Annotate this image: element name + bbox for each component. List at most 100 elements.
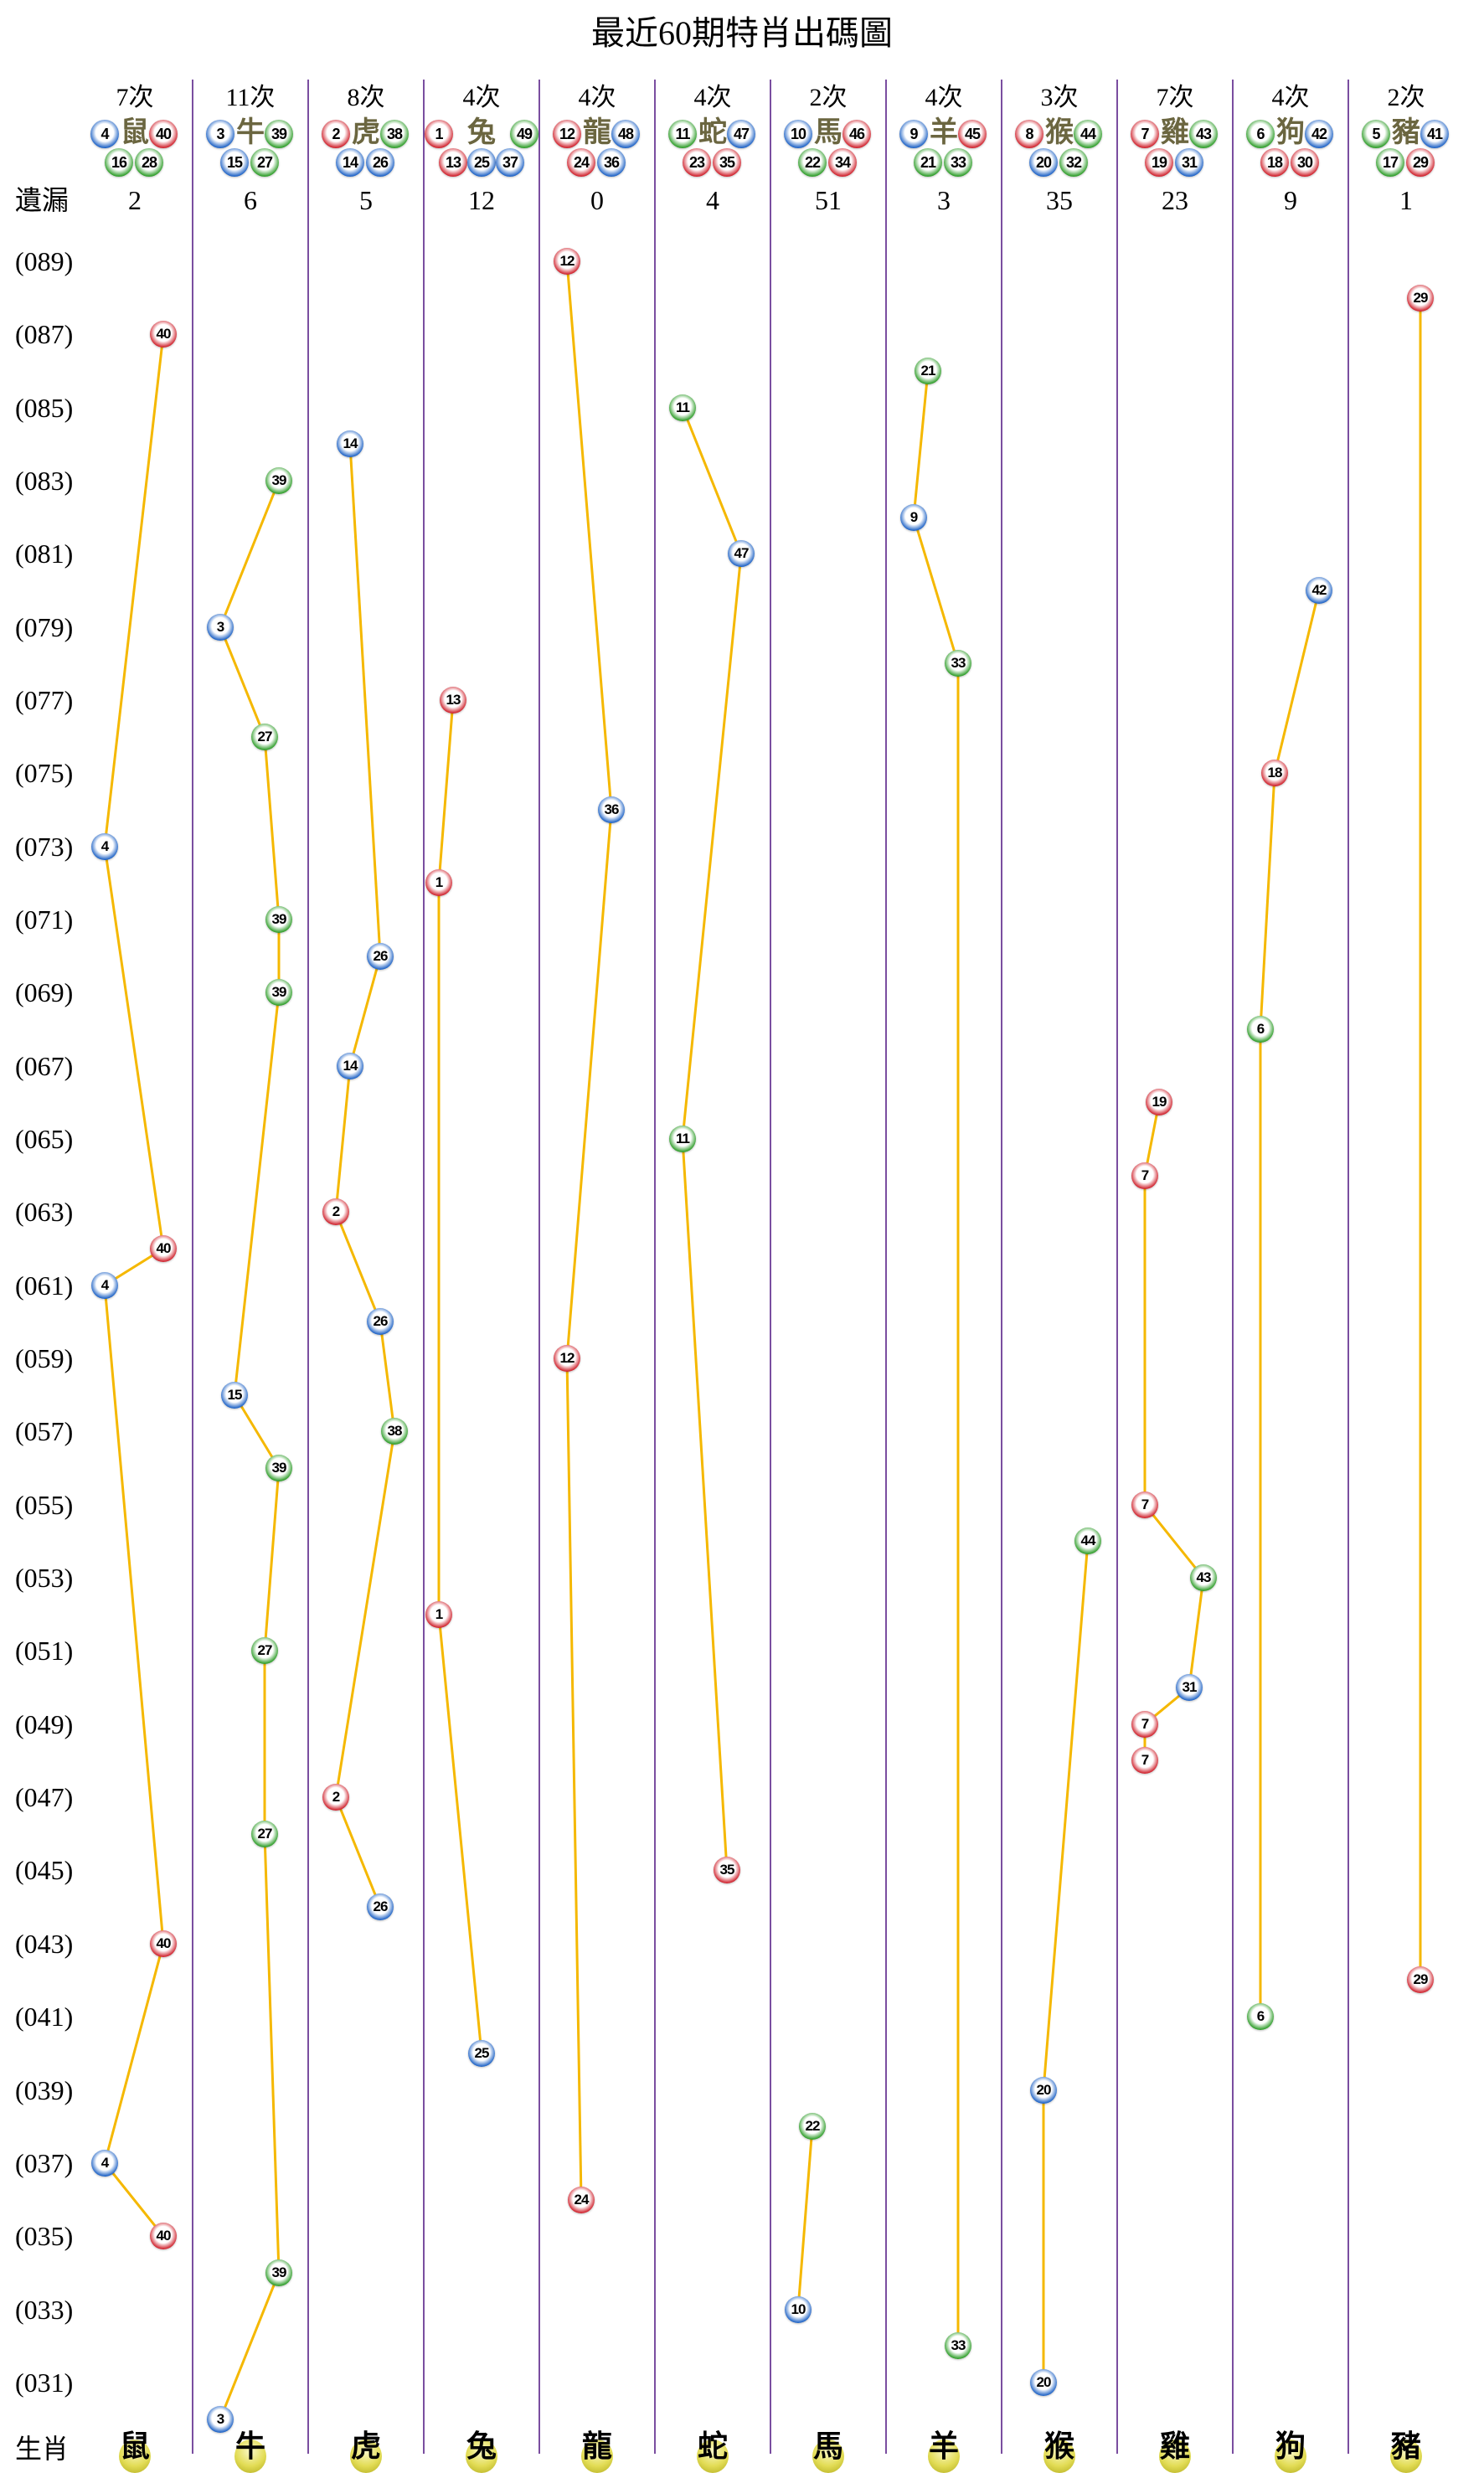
draw-number-ball: 2 <box>322 1198 349 1226</box>
omission-value: 3 <box>937 185 951 215</box>
draw-number-ball: 44 <box>1074 1528 1101 1555</box>
header-number-ball: 19 <box>1145 148 1173 177</box>
draw-number-ball: 31 <box>1176 1674 1203 1702</box>
draw-number-ball: 3 <box>207 2405 234 2433</box>
header-number-ball: 48 <box>611 120 640 148</box>
draw-number-ball: 39 <box>265 1455 292 1482</box>
footer-zodiac-label: 龍 <box>581 2429 612 2464</box>
draw-number-ball: 12 <box>554 1345 580 1373</box>
omission-value: 5 <box>359 185 373 215</box>
period-tick-label: (051) <box>15 1636 74 1667</box>
header-number-ball: 35 <box>713 148 741 177</box>
draw-number-ball: 27 <box>251 1637 278 1665</box>
draw-number-ball: 6 <box>1247 2003 1274 2031</box>
header-number-ball: 7 <box>1131 120 1159 148</box>
header-number-ball: 24 <box>567 148 595 177</box>
header-number-ball: 2 <box>322 120 350 148</box>
period-tick-label: (083) <box>15 466 74 497</box>
draw-number-ball: 43 <box>1190 1564 1217 1592</box>
hit-count-label: 4次 <box>462 84 501 111</box>
omission-value: 6 <box>244 185 257 215</box>
connector-line <box>219 626 266 738</box>
draw-number-ball: 25 <box>468 2039 495 2067</box>
header-zodiac-icon: 牛 <box>234 116 267 149</box>
header-number-ball: 39 <box>265 120 293 148</box>
draw-number-ball: 6 <box>1247 1016 1274 1043</box>
draw-number-ball: 27 <box>251 723 278 750</box>
header-number-ball: 42 <box>1305 120 1333 148</box>
header-zodiac-icon: 猴 <box>1043 116 1076 149</box>
connector-line <box>912 370 930 518</box>
omission-value: 51 <box>815 185 842 215</box>
draw-number-ball: 14 <box>337 430 363 458</box>
header-number-ball: 34 <box>828 148 857 177</box>
hit-count-label: 2次 <box>809 84 848 111</box>
header-number-ball: 1 <box>425 120 453 148</box>
footer-zodiac-label: 虎 <box>350 2429 381 2464</box>
column-separator <box>770 80 771 2454</box>
connector-line <box>565 1358 583 2200</box>
header-number-ball: 43 <box>1189 120 1218 148</box>
period-tick-label: (033) <box>15 2294 74 2325</box>
header-zodiac-icon: 兔 <box>465 116 498 149</box>
draw-number-ball: 39 <box>265 2259 292 2286</box>
hit-count-label: 4次 <box>578 84 616 111</box>
connector-line <box>348 956 382 1067</box>
draw-number-ball: 21 <box>915 358 941 384</box>
draw-number-ball: 40 <box>150 2223 177 2250</box>
hit-count-label: 7次 <box>116 84 154 111</box>
header-number-ball: 9 <box>899 120 928 148</box>
period-tick-label: (089) <box>15 246 74 276</box>
header-number-ball: 21 <box>914 148 942 177</box>
period-tick-label: (039) <box>15 2074 74 2105</box>
zodiac-badge-icon <box>928 2440 960 2473</box>
connector-line <box>103 1943 165 2164</box>
header-number-ball: 27 <box>250 148 279 177</box>
draw-number-ball: 3 <box>207 613 234 641</box>
connector-line <box>437 1614 483 2053</box>
header-number-ball: 22 <box>798 148 827 177</box>
draw-number-ball: 1 <box>425 869 452 897</box>
zodiac-label: 生肖 <box>15 2434 70 2464</box>
period-tick-label: (041) <box>15 2002 74 2032</box>
connector-line <box>233 992 281 1395</box>
column-separator <box>1116 80 1118 2454</box>
omission-value: 23 <box>1162 185 1188 215</box>
draw-number-ball: 9 <box>900 503 927 531</box>
footer-zodiac-label: 狗 <box>1275 2429 1306 2464</box>
period-tick-label: (069) <box>15 977 74 1008</box>
column-separator <box>1347 80 1349 2454</box>
draw-number-ball: 18 <box>1261 760 1288 787</box>
header-number-ball: 16 <box>105 148 133 177</box>
period-tick-label: (059) <box>15 1343 74 1374</box>
footer-zodiac-label: 猴 <box>1043 2429 1074 2464</box>
draw-number-ball: 47 <box>728 540 755 568</box>
draw-number-ball: 20 <box>1030 2368 1057 2396</box>
draw-number-ball: 19 <box>1146 1089 1172 1116</box>
header-number-ball: 26 <box>366 148 394 177</box>
connector-line <box>263 1833 281 2273</box>
connector-line <box>103 334 165 847</box>
header-number-ball: 11 <box>668 120 697 148</box>
draw-number-ball: 4 <box>91 832 118 860</box>
zodiac-badge-icon <box>466 2440 497 2473</box>
omission-value: 12 <box>468 185 495 215</box>
hit-count-label: 11次 <box>225 84 276 111</box>
header-number-ball: 32 <box>1059 148 1088 177</box>
draw-number-ball: 40 <box>150 1929 177 1957</box>
footer-zodiac-label: 鼠 <box>119 2429 150 2464</box>
connector-line <box>263 736 281 920</box>
hit-count-label: 7次 <box>1156 84 1194 111</box>
zodiac-badge-icon <box>1390 2440 1422 2473</box>
header-number-ball: 47 <box>727 120 755 148</box>
connector-line <box>681 407 743 554</box>
zodiac-badge-icon <box>1043 2440 1075 2473</box>
period-tick-label: (049) <box>15 1708 74 1739</box>
header-number-ball: 15 <box>220 148 249 177</box>
column-separator <box>192 80 193 2454</box>
header-number-ball: 28 <box>135 148 163 177</box>
connector-line <box>103 1285 165 1944</box>
draw-number-ball: 26 <box>367 1308 394 1336</box>
footer-zodiac-label: 牛 <box>234 2429 265 2464</box>
